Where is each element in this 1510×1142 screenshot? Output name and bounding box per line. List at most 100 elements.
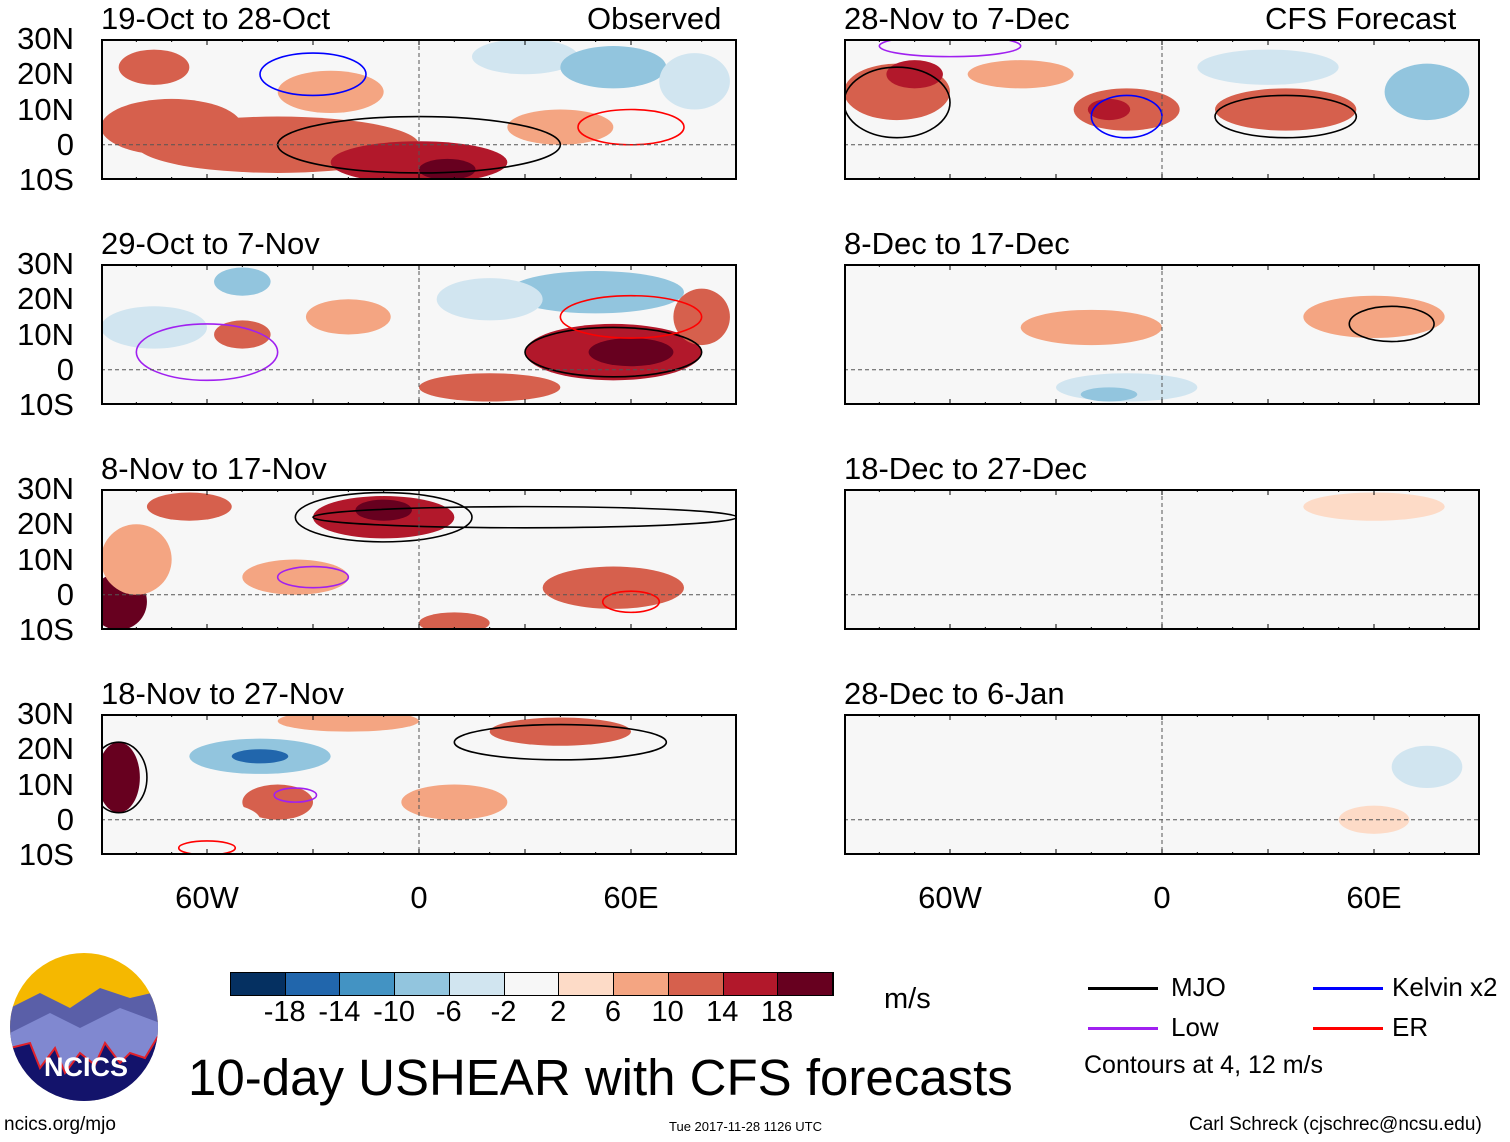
map-panel	[844, 489, 1480, 630]
footer-url[interactable]: ncics.org/mjo	[4, 1114, 116, 1135]
colorbar-swatch	[778, 973, 834, 995]
lon-label: 60E	[1346, 880, 1402, 915]
map-panel	[101, 489, 737, 630]
colorbar-swatch	[449, 973, 505, 995]
lat-label: 30N	[17, 21, 74, 56]
contour-note: Contours at 4, 12 m/s	[1084, 1051, 1324, 1079]
shear-anomaly-region	[861, 594, 968, 630]
panel-frame	[101, 714, 737, 855]
shear-anomaly-region	[967, 60, 1074, 89]
panel-title: 28-Dec to 6-Jan	[844, 676, 1065, 711]
legend-kelvin: Kelvin x2	[1392, 972, 1498, 1002]
shear-anomaly-region	[967, 819, 1145, 855]
legend-er: ER	[1392, 1012, 1429, 1042]
colorbar-label: 10	[651, 996, 684, 1028]
lat-label: 0	[56, 801, 74, 837]
low-contour	[878, 39, 1022, 58]
legend-mjo-line	[1088, 987, 1158, 990]
column-label-observed: Observed	[587, 1, 722, 36]
mjo-contour	[453, 723, 668, 761]
er-contour	[559, 294, 703, 339]
footer-timestamp: Tue 2017-11-28 1126 UTC	[669, 1119, 822, 1134]
shear-anomaly-region	[305, 299, 391, 335]
shear-anomaly-region	[950, 506, 1162, 542]
shear-anomaly-region	[1197, 49, 1339, 85]
column-label-forecast: CFS Forecast	[1265, 1, 1457, 36]
lat-label: 20N	[17, 56, 74, 92]
colorbar	[230, 972, 834, 996]
panel-title: 19-Oct to 28-Oct	[101, 1, 331, 36]
legend-kelvin-line	[1313, 987, 1383, 990]
colorbar-label: -18	[263, 996, 306, 1028]
mjo-contour	[1348, 305, 1435, 343]
shear-anomaly-region	[886, 60, 943, 89]
shear-anomaly-region	[401, 784, 508, 820]
shear-anomaly-region	[1162, 724, 1374, 760]
panel-title: 8-Dec to 17-Dec	[844, 226, 1070, 261]
lat-label: 20N	[17, 281, 74, 317]
lat-label: 0	[56, 126, 74, 162]
colorbar-label: -14	[318, 996, 361, 1028]
mjo-contour	[312, 505, 737, 529]
lat-label: 20N	[17, 506, 74, 542]
mjo-contour	[844, 66, 951, 139]
shear-anomaly-region	[1441, 271, 1480, 328]
shear-anomaly-region	[507, 109, 614, 145]
mjo-contour	[524, 326, 703, 378]
low-contour	[135, 323, 279, 382]
lat-label: 10S	[18, 162, 74, 197]
legend-low: Low	[1171, 1012, 1219, 1042]
shear-anomaly-region	[214, 267, 271, 296]
shear-anomaly-region	[489, 717, 631, 746]
lon-label: 60E	[603, 880, 659, 915]
panel-title: 18-Nov to 27-Nov	[101, 676, 344, 711]
shear-anomaly-region	[1384, 63, 1470, 121]
shear-anomaly-region	[560, 46, 667, 89]
shear-anomaly-region	[542, 566, 684, 609]
shear-anomaly-region	[231, 749, 289, 764]
colorbar-swatch	[504, 973, 560, 995]
lon-label: 0	[1153, 880, 1171, 915]
shear-anomaly-region	[419, 373, 561, 402]
shear-anomaly-region	[1391, 745, 1463, 789]
shear-anomaly-region	[355, 499, 412, 521]
lat-label: 30N	[17, 696, 74, 731]
shear-anomaly-region	[897, 299, 1003, 335]
shear-anomaly-region	[1080, 387, 1138, 402]
lat-label: 10N	[17, 766, 74, 802]
colorbar-swatch	[559, 973, 615, 995]
kelvin-contour	[259, 52, 367, 97]
shear-anomaly-region	[101, 98, 243, 156]
low-contour	[273, 787, 318, 803]
panel-frame	[844, 489, 1480, 630]
lat-label: 10S	[18, 612, 74, 647]
colorbar-label: 6	[604, 996, 621, 1028]
colorbar-swatch	[340, 973, 396, 995]
map-panel	[844, 714, 1480, 855]
map-panel	[844, 264, 1480, 405]
panel-frame	[844, 264, 1480, 405]
mjo-contour	[294, 491, 473, 543]
shear-anomaly-region	[436, 278, 543, 321]
legend-low-line	[1088, 1027, 1158, 1030]
lon-label: 0	[410, 880, 428, 915]
colorbar-swatch	[723, 973, 779, 995]
colorbar-swatch	[395, 973, 450, 995]
mjo-contour	[1214, 94, 1358, 139]
shear-anomaly-region	[659, 53, 730, 110]
figure-title: 10-day USHEAR with CFS forecasts	[188, 1049, 1013, 1106]
shear-anomaly-region	[214, 320, 271, 349]
panel-title: 18-Dec to 27-Dec	[844, 451, 1087, 486]
shear-anomaly-region	[118, 49, 190, 85]
colorbar-swatch	[668, 973, 724, 995]
shear-anomaly-region	[101, 306, 207, 349]
lat-label: 10N	[17, 91, 74, 127]
shear-anomaly-region	[507, 524, 614, 560]
lon-label: 60W	[918, 880, 982, 915]
shear-anomaly-region	[146, 492, 232, 521]
mjo-contour	[101, 741, 148, 814]
legend-er-line	[1313, 1027, 1383, 1030]
shear-anomaly-region	[419, 612, 490, 630]
panel-title: 29-Oct to 7-Nov	[101, 226, 320, 261]
colorbar-label: -10	[373, 996, 416, 1028]
